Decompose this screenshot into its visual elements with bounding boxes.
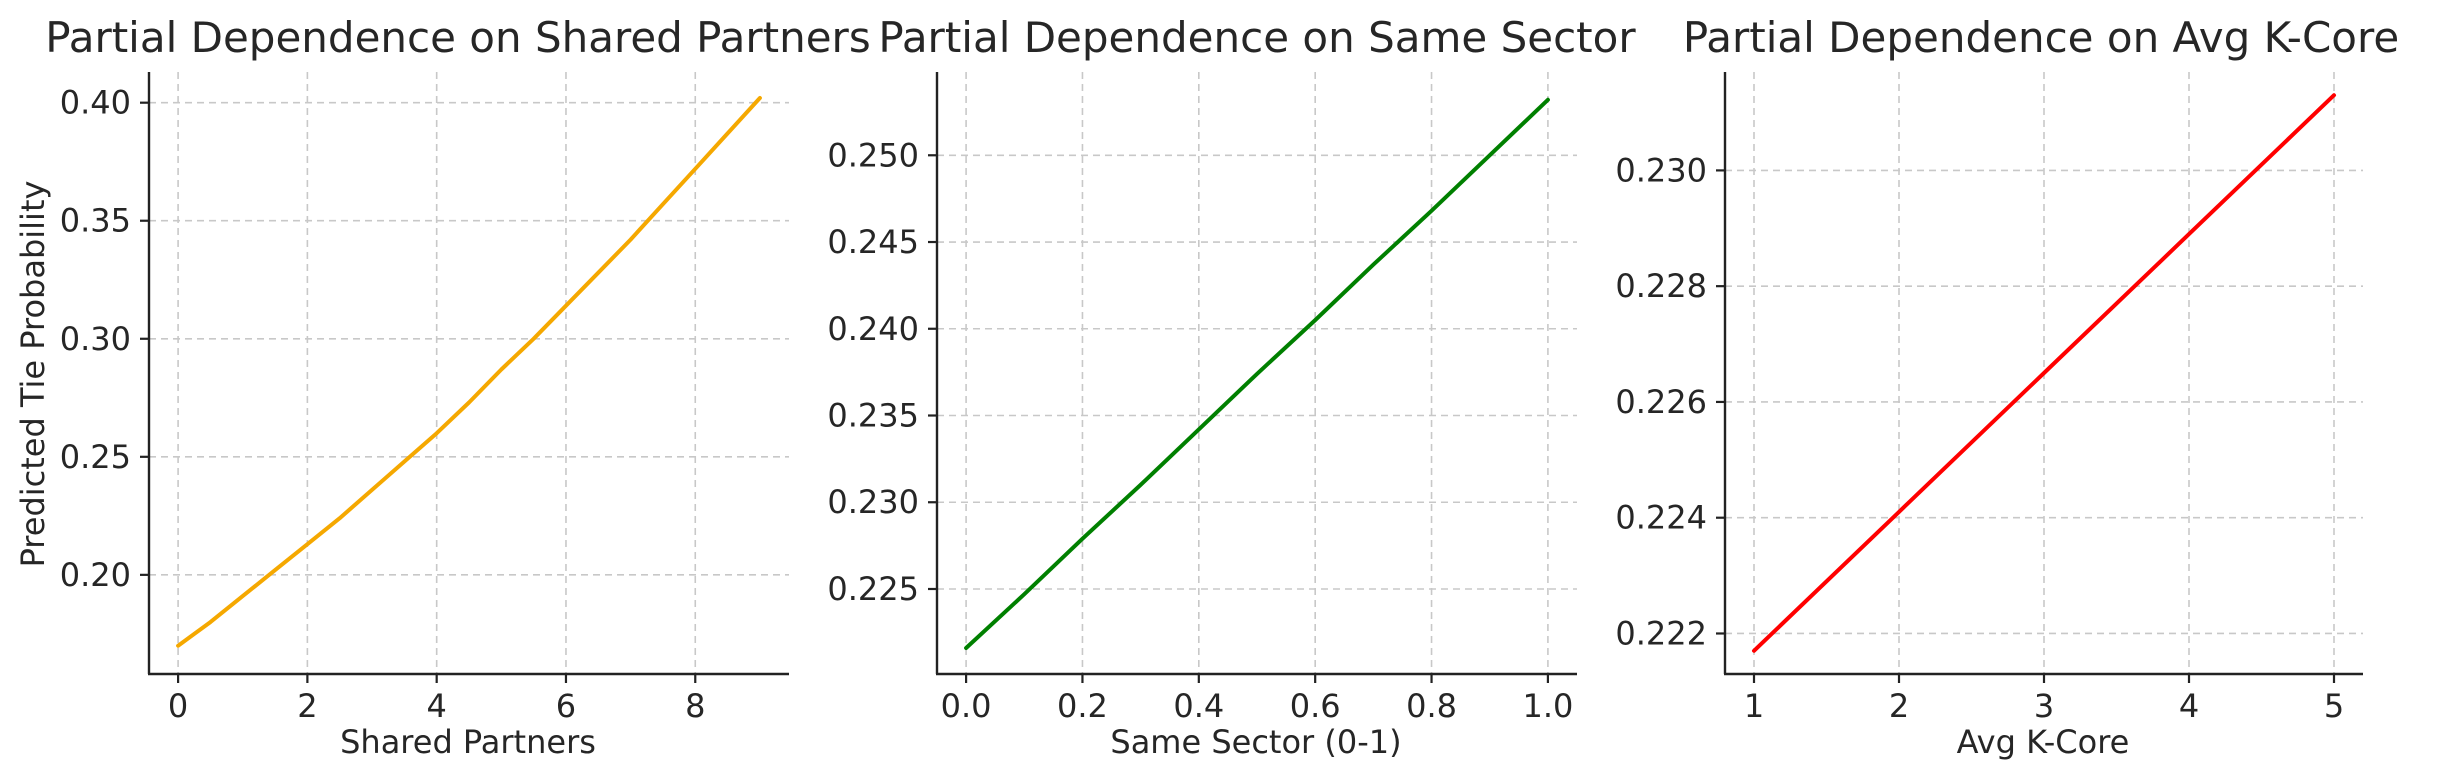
y-tick-label: 0.228 bbox=[1615, 267, 1707, 305]
y-tick-label: 0.30 bbox=[60, 320, 131, 358]
x-tick-label: 2 bbox=[297, 687, 317, 725]
x-tick-label: 0.8 bbox=[1406, 687, 1457, 725]
chart-title: Partial Dependence on Avg K-Core bbox=[1683, 13, 2399, 62]
x-tick-label: 5 bbox=[2324, 687, 2344, 725]
grid-layer bbox=[937, 72, 1577, 674]
y-tick-label: 0.225 bbox=[827, 570, 919, 608]
x-axis-label: Avg K-Core bbox=[1957, 723, 2130, 761]
ticks-layer: 1 2 3 4 5 0.222 0.224 0.226 0.228 0.230 bbox=[1615, 151, 2344, 725]
x-tick-label: 6 bbox=[556, 687, 576, 725]
y-tick-label: 0.35 bbox=[60, 202, 131, 240]
y-tick-label: 0.222 bbox=[1615, 614, 1707, 652]
x-tick-label: 0.6 bbox=[1290, 687, 1341, 725]
series-layer bbox=[176, 96, 762, 648]
y-tick-label: 0.25 bbox=[60, 438, 131, 476]
ticks-layer: 0 2 4 6 8 0.20 0.25 0.30 0.35 0.40 bbox=[60, 84, 706, 725]
y-tick-label: 0.240 bbox=[827, 310, 919, 348]
x-tick-label: 4 bbox=[2179, 687, 2199, 725]
chart-panel-shared-partners: 0 2 4 6 8 0.20 0.25 0.30 0.35 0.40 Partial Depend… bbox=[14, 13, 871, 761]
chart-title: Partial Dependence on Same Sector bbox=[878, 13, 1636, 62]
series-layer bbox=[964, 97, 1550, 650]
x-tick-label: 3 bbox=[2034, 687, 2054, 725]
y-tick-label: 0.230 bbox=[1615, 151, 1707, 189]
y-axis-label: Predicted Tie Probability bbox=[14, 181, 52, 568]
x-tick-label: 4 bbox=[426, 687, 446, 725]
series-line bbox=[964, 97, 1550, 650]
y-tick-label: 0.20 bbox=[60, 556, 131, 594]
chart-panel-avg-k-core: 1 2 3 4 5 0.222 0.224 0.226 0.228 0.230 Partial D… bbox=[1615, 13, 2399, 761]
chart-panel-same-sector: 0.0 0.2 0.4 0.6 0.8 1.0 0.225 0.230 0.235 0.240 0.… bbox=[827, 13, 1636, 761]
ticks-layer: 0.0 0.2 0.4 0.6 0.8 1.0 0.225 0.230 0.235 0.240 0.… bbox=[827, 136, 1573, 725]
x-tick-label: 0.0 bbox=[941, 687, 992, 725]
chart-title: Partial Dependence on Shared Partners bbox=[45, 13, 870, 62]
y-tick-label: 0.224 bbox=[1615, 499, 1707, 537]
x-tick-label: 1 bbox=[1744, 687, 1764, 725]
y-tick-label: 0.230 bbox=[827, 483, 919, 521]
y-tick-label: 0.226 bbox=[1615, 383, 1707, 421]
x-tick-label: 0 bbox=[168, 687, 188, 725]
y-tick-label: 0.40 bbox=[60, 84, 131, 122]
x-tick-label: 8 bbox=[685, 687, 705, 725]
x-tick-label: 2 bbox=[1889, 687, 1909, 725]
x-axis-label: Shared Partners bbox=[340, 723, 596, 761]
y-tick-label: 0.235 bbox=[827, 397, 919, 435]
x-tick-label: 1.0 bbox=[1522, 687, 1573, 725]
y-tick-label: 0.245 bbox=[827, 223, 919, 261]
grid-layer bbox=[1725, 72, 2363, 674]
x-axis-label: Same Sector (0-1) bbox=[1110, 723, 1401, 761]
series-line bbox=[1752, 93, 2336, 653]
y-tick-label: 0.250 bbox=[827, 136, 919, 174]
grid-layer bbox=[149, 72, 789, 674]
x-tick-label: 0.4 bbox=[1173, 687, 1224, 725]
series-line bbox=[176, 96, 762, 648]
x-tick-label: 0.2 bbox=[1057, 687, 1108, 725]
series-layer bbox=[1752, 93, 2336, 653]
